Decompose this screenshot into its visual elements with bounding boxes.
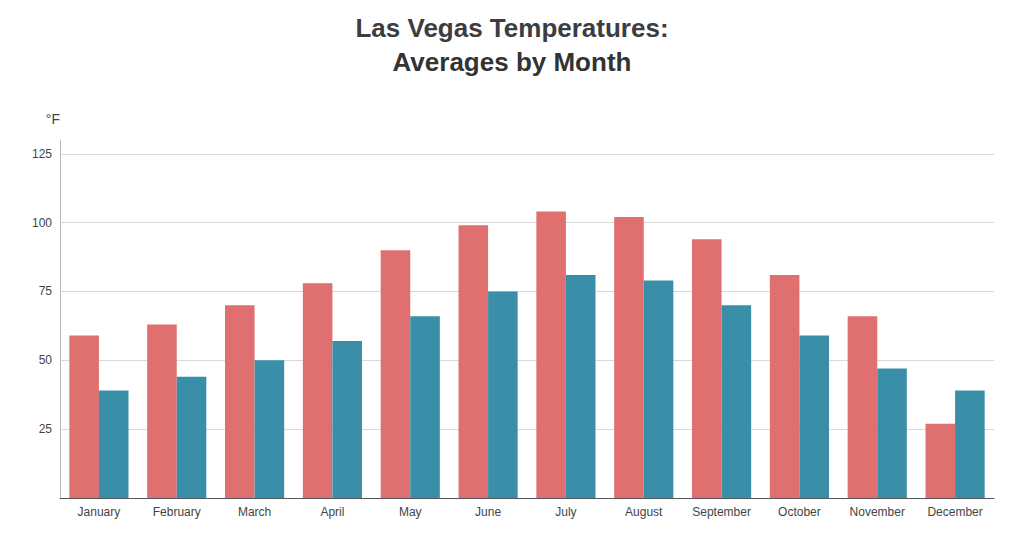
svg-text:March: March	[238, 505, 271, 519]
svg-text:January: January	[78, 505, 121, 519]
svg-text:°F: °F	[46, 111, 60, 127]
svg-text:February: February	[153, 505, 201, 519]
svg-text:Averages by Month: Averages by Month	[393, 47, 632, 77]
svg-text:25: 25	[39, 422, 53, 436]
svg-text:July: July	[555, 505, 576, 519]
svg-text:October: October	[778, 505, 821, 519]
svg-text:50: 50	[39, 353, 53, 367]
svg-text:100: 100	[32, 216, 52, 230]
svg-text:August: August	[625, 505, 663, 519]
svg-text:November: November	[850, 505, 905, 519]
svg-text:December: December	[927, 505, 982, 519]
svg-text:125: 125	[32, 147, 52, 161]
svg-text:April: April	[320, 505, 344, 519]
svg-text:September: September	[692, 505, 751, 519]
svg-text:May: May	[399, 505, 422, 519]
svg-text:Las Vegas Temperatures:: Las Vegas Temperatures:	[355, 13, 668, 43]
svg-text:June: June	[475, 505, 501, 519]
svg-text:75: 75	[39, 284, 53, 298]
